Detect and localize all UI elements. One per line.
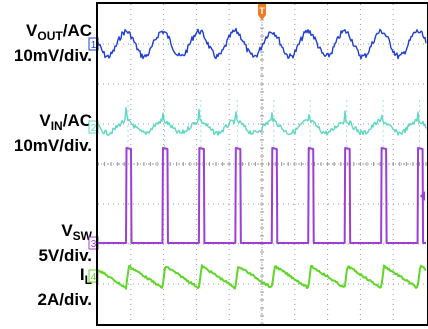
trigger-text: T bbox=[259, 6, 265, 16]
vout-trace bbox=[97, 27, 427, 60]
trigger-icon bbox=[258, 4, 266, 20]
channel-marker-text: 2 bbox=[91, 123, 97, 134]
vsw-trace bbox=[98, 147, 426, 244]
il-trace bbox=[97, 264, 426, 290]
vout-label: VOUT/AC 10mV/div. bbox=[13, 21, 92, 65]
vsw-label: VSW 5V/div. bbox=[38, 221, 92, 265]
vsw-scale: 5V/div. bbox=[38, 246, 92, 265]
channel-marker-text: 3 bbox=[91, 239, 97, 250]
vout-scale: 10mV/div. bbox=[13, 46, 92, 65]
il-label: IL 2A/div. bbox=[37, 265, 92, 309]
grid bbox=[97, 3, 427, 325]
traces bbox=[97, 27, 427, 290]
arrow-icon bbox=[420, 191, 425, 201]
ch3-offset-arrow bbox=[420, 191, 425, 201]
vin-scale: 10mV/div. bbox=[13, 136, 92, 155]
channel-marker-text: 4 bbox=[91, 272, 97, 283]
il-scale: 2A/div. bbox=[37, 290, 92, 309]
channel-markers: 1 2 3 4 bbox=[88, 37, 99, 283]
trigger-marker: T bbox=[258, 4, 266, 20]
vin-trace bbox=[97, 107, 427, 137]
vin-label: VIN/AC 10mV/div. bbox=[13, 111, 92, 155]
channel-marker-text: 1 bbox=[91, 40, 97, 51]
scope-frame bbox=[96, 2, 428, 326]
